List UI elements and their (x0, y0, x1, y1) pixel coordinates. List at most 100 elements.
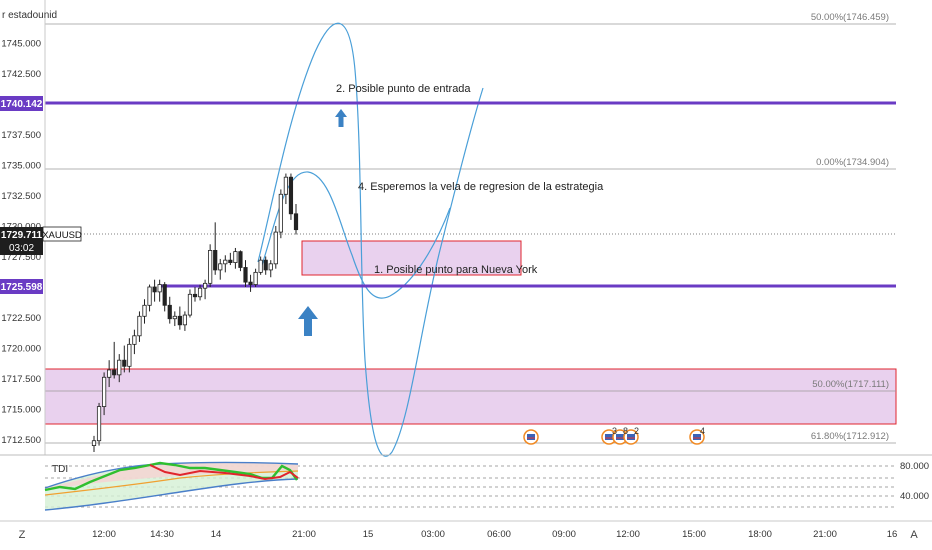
svg-text:1729.711: 1729.711 (1, 230, 43, 241)
candle-body (263, 259, 268, 271)
symbol-title: r estadounid (2, 10, 57, 21)
event-count: 8 (623, 426, 628, 436)
time-axis[interactable]: 12:00 14:30 14 21:00 15 03:00 06:00 09:00 12:00 1… (92, 529, 897, 540)
price-tick-label: 1712.500 (1, 435, 41, 446)
event-count: 4 (700, 426, 705, 436)
candle-body (96, 406, 102, 442)
price-tick-label: 1717.500 (1, 374, 41, 385)
price-tick-label: 1722.500 (1, 313, 41, 324)
price-tick-label: 1715.000 (1, 405, 41, 416)
tdi-signal-line (149, 464, 299, 481)
candle-body (167, 304, 172, 320)
time-axis-label: 12:00 (92, 529, 116, 540)
candle-body (162, 284, 167, 306)
candle-body (102, 376, 107, 407)
candle-body (152, 286, 157, 293)
time-axis-label: 15:00 (682, 529, 706, 540)
indicator-name: TDI (52, 464, 68, 475)
candle-body (253, 271, 258, 285)
time-axis-label: 21:00 (813, 529, 837, 540)
candle-body (187, 293, 193, 316)
time-axis-label: 18:00 (748, 529, 772, 540)
candle-body (172, 315, 177, 320)
event-flag-icon[interactable] (523, 429, 539, 445)
tdi-lower-band (44, 478, 299, 511)
candle-body (197, 287, 203, 298)
candle-body (228, 259, 233, 264)
price-tick-label: 1727.500 (1, 252, 41, 263)
price-tick-label: 1742.500 (1, 69, 41, 80)
svg-text:1740.142: 1740.142 (1, 99, 43, 110)
price-tick-label: 1735.000 (1, 161, 41, 172)
svg-text:Z: Z (19, 529, 26, 541)
fib-label-top: 50.00%(1746.459) (811, 12, 889, 23)
candle-body (107, 369, 112, 378)
candle-body (208, 249, 213, 284)
candle-body (137, 315, 142, 337)
arrow-up-icon (298, 306, 318, 336)
symbol-badge[interactable]: XAUUSD (42, 226, 82, 242)
event-flag-icon[interactable] (623, 429, 639, 445)
candle-body (157, 284, 162, 293)
candle-body (142, 304, 147, 317)
annotation-entry: 2. Posible punto de entrada (336, 83, 471, 95)
price-tick-label: 1720.000 (1, 344, 41, 355)
log-scale-button[interactable]: A (910, 529, 918, 541)
event-flag-icon[interactable] (689, 429, 705, 445)
entry-price-badge[interactable]: 1740.142 (0, 96, 43, 111)
time-axis-label: 03:00 (421, 529, 445, 540)
projection-curve-high (257, 22, 484, 457)
candle-body (223, 259, 228, 265)
candle-body (213, 249, 218, 271)
candle-body (91, 440, 97, 447)
price-tick-label: 1737.500 (1, 130, 41, 141)
annotation-new-york: 1. Posible punto para Nueva York (374, 264, 538, 276)
tdi-indicator-pane[interactable]: TDI 80.000 40.000 (44, 461, 929, 511)
candle-body (258, 259, 263, 273)
fib-label-618: 61.80%(1712.912) (811, 431, 889, 442)
svg-text:03:02: 03:02 (9, 243, 34, 254)
demand-zone (44, 368, 897, 425)
time-axis-label: 21:00 (292, 529, 316, 540)
fib-label-zero: 0.00%(1734.904) (816, 157, 889, 168)
svg-text:XAUUSD: XAUUSD (42, 230, 82, 241)
indicator-scale-high: 80.000 (900, 461, 929, 472)
current-price-badge[interactable]: 1729.711 03:02 (0, 227, 43, 255)
tdi-base-line (44, 470, 299, 496)
candle-body (117, 359, 122, 376)
candle-body (218, 263, 223, 271)
candle-body (288, 176, 294, 215)
fib-label-50: 50.00%(1717.111) (812, 379, 889, 390)
candle-body (192, 293, 198, 298)
candle-body (243, 267, 248, 283)
candle-body (202, 282, 208, 289)
candle-body (248, 281, 253, 285)
event-count: 3 (612, 426, 617, 436)
time-axis-label: 15 (363, 529, 374, 540)
time-axis-label: 12:00 (616, 529, 640, 540)
auto-scale-button[interactable]: Z (19, 529, 26, 541)
arrow-up-icon (335, 109, 347, 127)
candle-body (273, 231, 278, 265)
candle-body (238, 251, 243, 268)
support-price-badge[interactable]: 1725.598 (0, 279, 43, 294)
candle-body (283, 176, 289, 195)
price-tick-label: 1745.000 (1, 39, 41, 50)
annotation-regression: 4. Esperemos la vela de regresion de la … (358, 181, 604, 193)
svg-text:1725.598: 1725.598 (1, 282, 43, 293)
new-york-zone (301, 240, 522, 276)
time-axis-label: 06:00 (487, 529, 511, 540)
candle-body (268, 263, 273, 271)
event-count: 2 (634, 426, 639, 436)
time-axis-label: 14 (211, 529, 222, 540)
candle-body (233, 251, 238, 263)
time-axis-label: 16 (887, 529, 898, 540)
candle-body (177, 315, 182, 326)
price-tick-label: 1732.500 (1, 191, 41, 202)
time-axis-label: 09:00 (552, 529, 576, 540)
candlestick-series (91, 173, 299, 452)
candle-body (132, 335, 137, 345)
tdi-upper-fill (45, 462, 298, 490)
candle-body (122, 359, 127, 367)
